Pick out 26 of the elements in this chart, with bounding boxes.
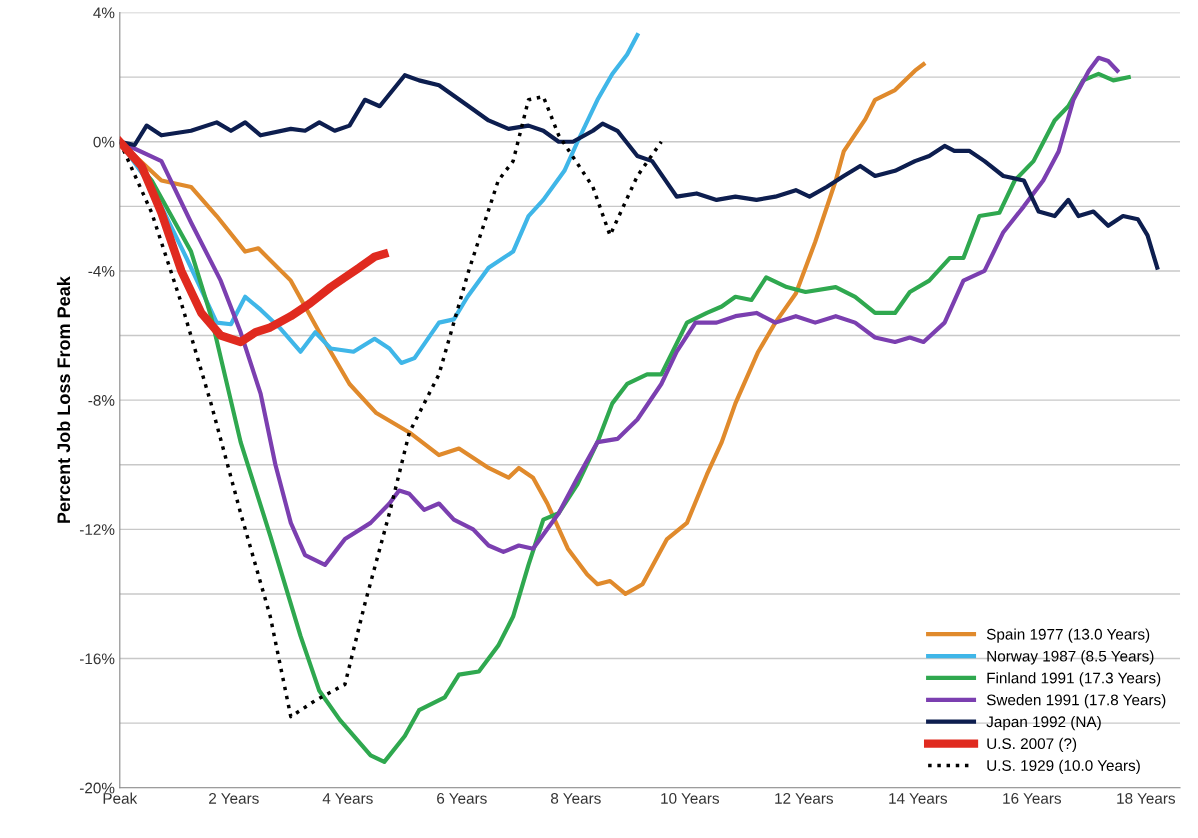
y-tick-label: 4%	[93, 7, 115, 19]
x-tick-label: 12 Years	[775, 792, 834, 804]
x-tick-label: 8 Years	[550, 792, 601, 804]
y-tick-label: -20%	[79, 782, 115, 794]
y-tick-label: 0%	[93, 136, 115, 148]
x-tick-label: 18 Years	[1117, 792, 1176, 804]
y-axis-title: Percent Job Loss From Peak	[56, 276, 71, 523]
legend-label: Sweden 1991 (17.8 Years)	[986, 694, 1166, 709]
x-tick-label: 14 Years	[889, 793, 948, 804]
x-tick-label: 16 Years	[1003, 792, 1062, 804]
y-tick-label: -12%	[79, 524, 115, 535]
x-tick-label: 10 Years	[661, 792, 720, 804]
y-tick-label: -16%	[79, 653, 115, 665]
y-tick-label: -4%	[88, 265, 115, 277]
legend-label: Spain 1977 (13.0 Years)	[986, 628, 1150, 643]
legend-label: U.S. 2007 (?)	[987, 737, 1077, 753]
y-tick-label: -8%	[88, 395, 115, 406]
legend-label: Norway 1987 (8.5 Years)	[987, 650, 1154, 665]
legend-label: U.S. 1929 (10.0 Years)	[987, 759, 1140, 774]
legend-label: Finland 1991 (17.3 Years)	[987, 672, 1161, 687]
x-tick-label: Peak	[103, 792, 138, 804]
x-tick-label: 2 Years	[209, 792, 259, 804]
x-tick-label: 6 Years	[437, 792, 487, 804]
x-tick-label: 4 Years	[322, 793, 373, 804]
legend-label: Japan 1992 (NA)	[986, 715, 1101, 731]
line-series	[119, 94, 664, 719]
